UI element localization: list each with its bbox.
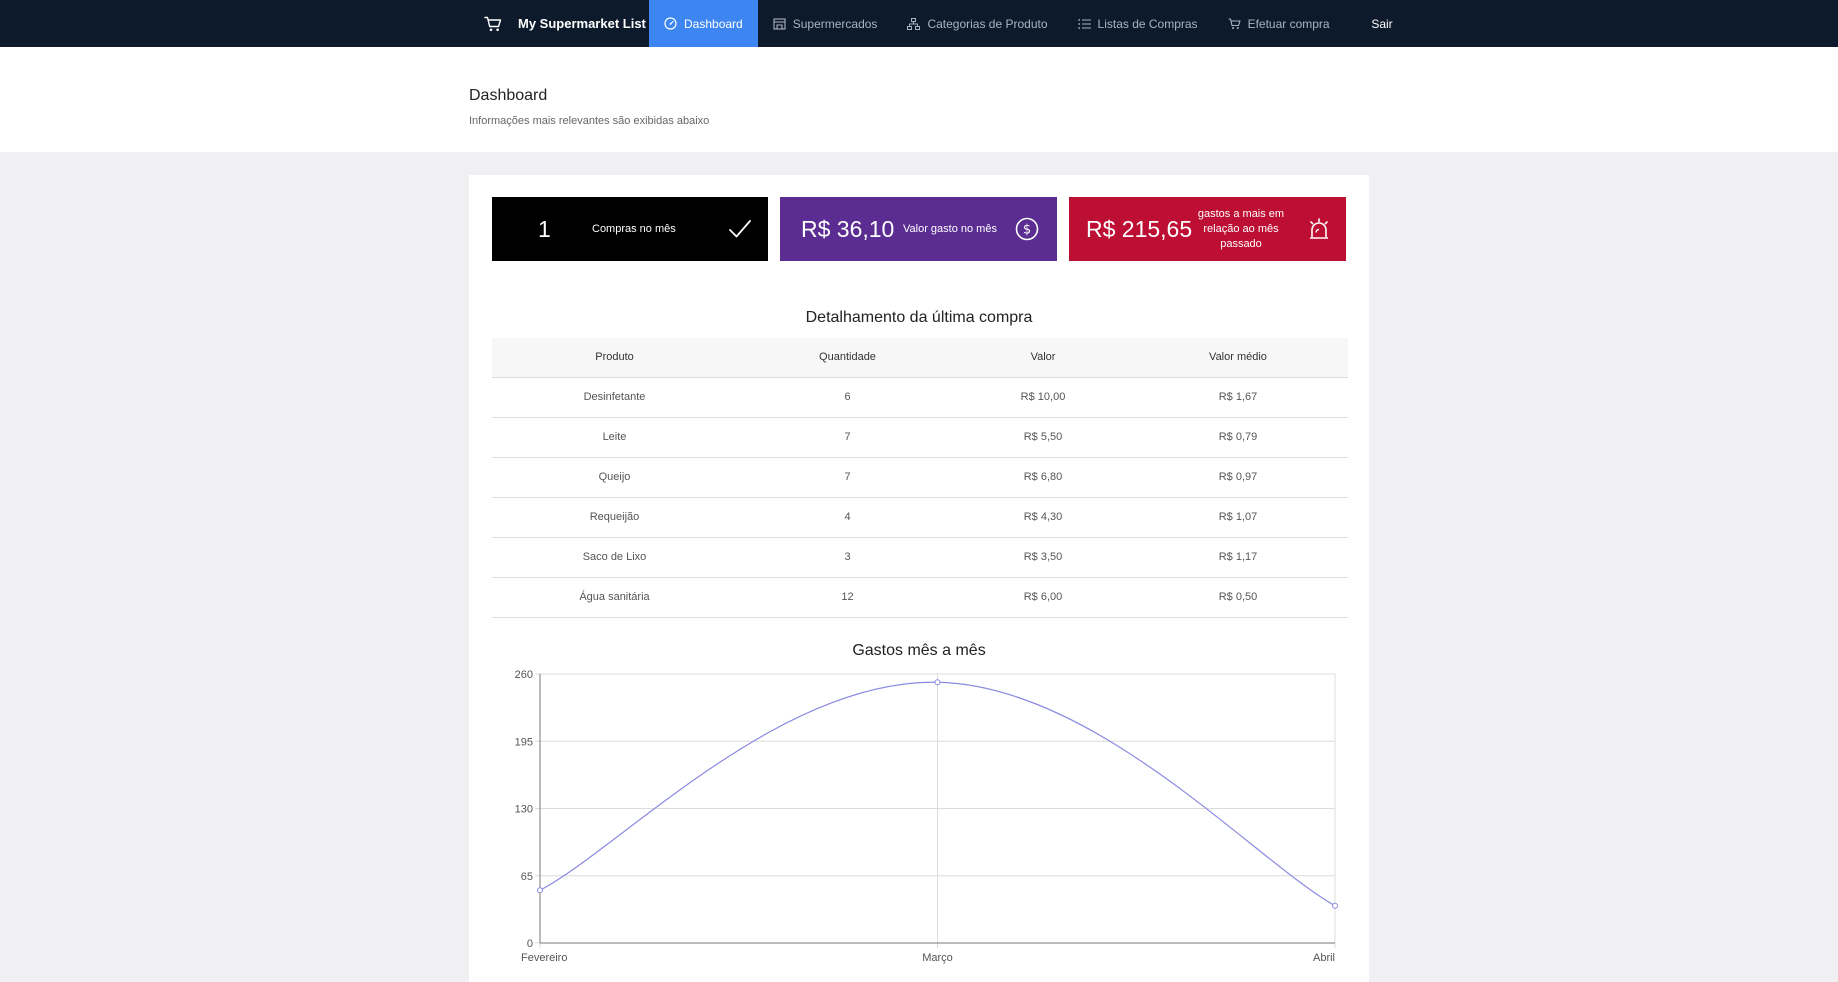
page-title: Dashboard [469,87,548,104]
nav-item-label: Listas de Compras [1097,16,1198,31]
x-tick-label: Março [922,952,953,964]
column-header: Produto [492,338,737,378]
table-row: Água sanitária 12 R$ 6,00 R$ 0,50 [492,577,1348,618]
detail-table: Produto Quantidade Valor Valor médio Des… [492,338,1348,618]
table-row: Requeijão 4 R$ 4,30 R$ 1,07 [492,497,1348,538]
gauge-icon [664,17,677,30]
cell-valor-medio: R$ 0,79 [1128,417,1348,458]
stat-label: Valor gasto no mês [903,223,997,235]
data-point [1332,902,1338,909]
stat-value: R$ 215,65 [1086,215,1193,242]
nav-item-efetuar-compra[interactable]: Efetuar compra [1213,0,1345,47]
nav-item-categorias[interactable]: Categorias de Produto [892,0,1062,47]
alarm-icon [1310,218,1328,239]
table-row: Saco de Lixo 3 R$ 3,50 R$ 1,17 [492,537,1348,578]
stat-card-gastos-a-mais: R$ 215,65 gastos a mais em relação ao mê… [1069,197,1346,261]
cell-produto: Requeijão [492,497,737,538]
stat-label: gastos a mais em relação ao mês passado [1197,207,1285,250]
y-tick-label: 260 [515,669,533,681]
cell-produto: Leite [492,417,737,458]
nav-item-supermercados[interactable]: Supermercados [758,0,893,47]
sitemap-icon [907,17,921,30]
cell-quantidade: 12 [737,577,958,618]
nav-item-label: Efetuar compra [1247,16,1330,31]
nav-item-dashboard[interactable]: Dashboard [649,0,758,47]
dollar-circle-icon: $ [1015,217,1039,241]
stat-value: R$ 36,10 [801,215,895,242]
cell-valor-medio: R$ 0,50 [1128,577,1348,618]
nav-item-listas[interactable]: Listas de Compras [1063,0,1213,47]
cell-valor: R$ 5,50 [958,417,1128,458]
chart-title: Gastos mês a mês [852,642,986,659]
nav-menu: Dashboard Supermercados Categorias de Pr… [649,0,1345,47]
nav-item-label: Supermercados [792,16,878,31]
list-icon [1077,18,1091,29]
cell-quantidade: 4 [737,497,958,538]
data-point [934,679,941,686]
line-chart: 0 65 130 195 260 Fevereiro Março Abril [515,669,1338,964]
cart-icon [1228,17,1241,29]
check-icon [729,220,751,238]
cell-valor-medio: R$ 1,67 [1128,377,1348,418]
cell-valor-medio: R$ 1,17 [1128,537,1348,578]
column-header: Valor [958,338,1128,378]
y-tick-label: 130 [515,804,533,816]
top-navbar: My Supermarket List Dashboard Supermerca… [0,0,1838,47]
stat-value: 1 [538,215,551,242]
cell-valor-medio: R$ 0,97 [1128,457,1348,498]
cell-produto: Saco de Lixo [492,537,737,578]
data-point [537,887,543,894]
cart-icon [484,16,502,31]
page-subtitle: Informações mais relevantes são exibidas… [469,115,710,127]
nav-item-label: Categorias de Produto [927,16,1048,31]
cell-quantidade: 7 [737,457,958,498]
x-tick-label: Fevereiro [521,952,567,964]
cell-valor: R$ 10,00 [958,377,1128,418]
brand[interactable]: My Supermarket List [484,0,646,47]
column-header: Quantidade [737,338,958,378]
column-header: Valor médio [1128,338,1348,378]
cell-quantidade: 7 [737,417,958,458]
cell-valor: R$ 6,00 [958,577,1128,618]
svg-text:$: $ [1023,223,1031,238]
cell-valor: R$ 4,30 [958,497,1128,538]
x-tick-label: Abril [1313,952,1335,964]
table-row: Leite 7 R$ 5,50 R$ 0,79 [492,417,1348,458]
detail-title: Detalhamento da última compra [805,309,1033,326]
table-row: Queijo 7 R$ 6,80 R$ 0,97 [492,457,1348,498]
y-tick-label: 195 [515,736,533,748]
page-header [0,47,1838,152]
cell-quantidade: 3 [737,537,958,578]
stat-card-valor-gasto: R$ 36,10 Valor gasto no mês $ [780,197,1057,261]
cell-produto: Desinfetante [492,377,737,418]
stat-card-compras: 1 Compras no mês [492,197,768,261]
table-row: Desinfetante 6 R$ 10,00 R$ 1,67 [492,377,1348,418]
cell-produto: Queijo [492,457,737,498]
y-tick-label: 65 [521,871,533,883]
cell-valor: R$ 6,80 [958,457,1128,498]
cell-produto: Água sanitária [492,577,737,618]
table-header-row: Produto Quantidade Valor Valor médio [492,338,1348,378]
store-icon [773,17,786,30]
brand-name: My Supermarket List [518,16,646,31]
cell-valor: R$ 3,50 [958,537,1128,578]
y-tick-label: 0 [527,938,533,950]
cell-valor-medio: R$ 1,07 [1128,497,1348,538]
cell-quantidade: 6 [737,377,958,418]
logout-link[interactable]: Sair [1371,16,1393,31]
stat-label: Compras no mês [592,223,676,235]
nav-item-label: Dashboard [684,16,743,31]
